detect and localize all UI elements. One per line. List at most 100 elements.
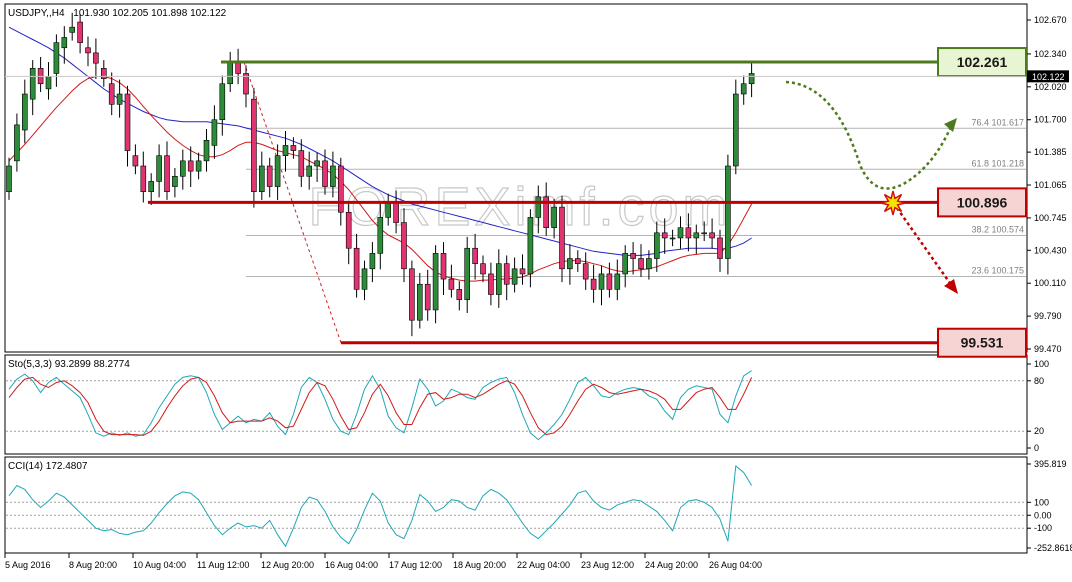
current-price-tag xyxy=(1027,70,1069,83)
candle-body xyxy=(156,155,162,182)
candle-body xyxy=(116,93,123,105)
candle-body xyxy=(330,165,336,187)
candle-body xyxy=(519,268,526,275)
stochastic-tick-label: 0 xyxy=(1034,443,1039,453)
candle-body xyxy=(725,165,731,259)
candle-body xyxy=(709,232,715,239)
candle-body xyxy=(180,160,186,177)
candle-body xyxy=(195,160,202,172)
candle-body xyxy=(140,165,147,192)
time-tick-label: 8 Aug 20:00 xyxy=(69,560,117,570)
candle-body xyxy=(124,93,131,151)
candle-body xyxy=(353,247,360,290)
fib-label: 61.8 101.218 xyxy=(971,158,1024,168)
fib-trend-line xyxy=(243,61,342,343)
candle-body xyxy=(701,232,708,235)
candle-body xyxy=(653,232,660,259)
candle-body xyxy=(464,247,471,300)
candle-body xyxy=(187,160,194,172)
candle-body xyxy=(203,139,210,162)
price-plot: 76.4 101.617 61.8 101.218 38.2 100.574 23.6… xyxy=(5,12,1027,358)
cci-tick-label: 100 xyxy=(1034,497,1049,507)
stochastic-tick-label: 80 xyxy=(1034,376,1044,386)
stochastic-tick-label: 100 xyxy=(1034,359,1049,369)
candle-body xyxy=(614,273,621,290)
candle-body xyxy=(669,237,676,240)
time-tick-label: 5 Aug 2016 xyxy=(5,560,51,570)
candle-body xyxy=(661,232,668,239)
breakout-star-icon xyxy=(880,190,906,216)
candle-body xyxy=(559,206,565,270)
price-header: USDJPY,,H4 101.930 102.205 101.898 102.1… xyxy=(8,8,227,19)
price-tick-label: 100.430 xyxy=(1034,245,1067,255)
candle-body xyxy=(748,73,755,85)
candle-body xyxy=(298,150,305,177)
candle-body xyxy=(685,227,692,239)
time-tick-label: 26 Aug 04:00 xyxy=(709,560,762,570)
candle-body xyxy=(385,201,392,218)
candle-body xyxy=(243,73,249,95)
ohlc-label: 101.930 102.205 101.898 102.122 xyxy=(73,8,226,19)
candle-body xyxy=(638,258,644,270)
candle-body xyxy=(290,145,297,151)
time-tick-label: 22 Aug 04:00 xyxy=(517,560,570,570)
candle-body xyxy=(535,196,542,218)
candle-body xyxy=(527,217,534,275)
candle-body xyxy=(45,76,52,90)
cci-tick-label: 0.00 xyxy=(1034,510,1052,520)
current-price-label: 102.122 xyxy=(1032,72,1065,82)
candle-body xyxy=(314,160,320,167)
candle-body xyxy=(432,253,439,311)
candle-body xyxy=(69,26,75,33)
candle-body xyxy=(14,124,20,162)
support-price-box: 99.531 xyxy=(937,327,1027,358)
candle-body xyxy=(337,165,344,213)
cci-header: CCI(14) 172.4807 xyxy=(8,461,88,472)
candle-body xyxy=(322,160,328,187)
candle-body xyxy=(480,263,486,275)
fib-label: 23.6 100.175 xyxy=(971,266,1024,276)
candle-body xyxy=(416,283,423,321)
stochastic-plot xyxy=(6,370,1026,441)
price-tick-label: 101.065 xyxy=(1034,180,1067,190)
candle-body xyxy=(567,258,573,270)
price-box-label: 102.261 xyxy=(957,54,1008,70)
candle-body xyxy=(717,237,723,259)
candle-body xyxy=(77,21,83,43)
axes: 102.670 102.340 102.020 101.700 101.385 101.0… xyxy=(4,15,1072,570)
candle-body xyxy=(266,165,273,187)
candle-body xyxy=(393,201,399,223)
stochastic-header: Sto(5,3,3) 93.2899 88.2774 xyxy=(8,359,130,370)
candle-body xyxy=(543,196,550,228)
candle-body xyxy=(622,253,629,275)
candle-body xyxy=(677,227,684,239)
cci-panel-frame xyxy=(4,456,1028,554)
candle-body xyxy=(551,206,557,228)
candle-body xyxy=(409,268,415,321)
time-tick-label: 23 Aug 12:00 xyxy=(581,560,634,570)
stochastic-panel-frame xyxy=(4,354,1028,455)
bearish-forecast-arrow xyxy=(895,207,954,287)
candle-body xyxy=(132,155,139,167)
candle-body xyxy=(590,278,597,290)
candle-body xyxy=(211,119,218,146)
candle-body xyxy=(377,217,384,254)
price-tick-label: 99.790 xyxy=(1034,311,1062,321)
candle-body xyxy=(172,175,178,187)
time-tick-label: 17 Aug 12:00 xyxy=(389,560,442,570)
bullish-arrow-head xyxy=(944,118,957,132)
price-tick-label: 102.340 xyxy=(1034,49,1067,59)
cci-tick-label: -252.8618 xyxy=(1034,543,1072,553)
cci-tick-label: -100 xyxy=(1034,523,1052,533)
time-tick-label: 12 Aug 20:00 xyxy=(261,560,314,570)
candle-body xyxy=(282,145,289,157)
candle-body xyxy=(448,278,455,290)
price-tick-label: 102.670 xyxy=(1034,15,1067,25)
candle-body xyxy=(424,283,431,311)
candle-body xyxy=(235,62,241,74)
candle-body xyxy=(732,93,739,167)
candle-body xyxy=(488,273,494,295)
candle-body xyxy=(29,68,36,100)
candle-body xyxy=(401,222,407,270)
